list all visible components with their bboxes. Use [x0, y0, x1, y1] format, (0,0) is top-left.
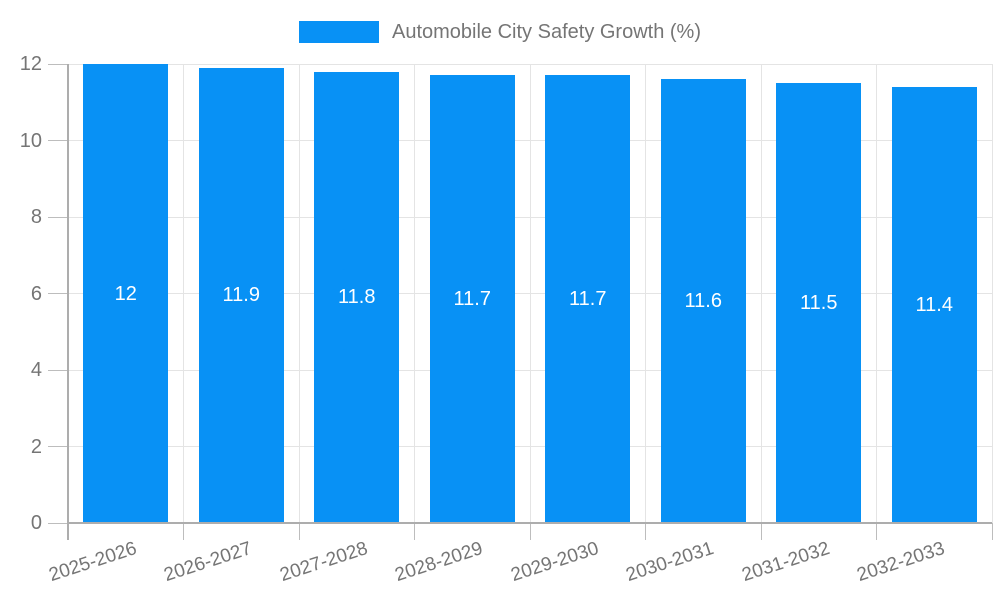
x-tick-label: 2026-2027 — [161, 538, 255, 587]
x-tick-label: 2030-2031 — [623, 538, 717, 587]
bar — [83, 64, 169, 523]
y-tick-mark — [48, 216, 68, 218]
bar-value-label: 11.4 — [915, 293, 953, 316]
v-gridline — [760, 64, 762, 523]
x-tick-label: 2025-2026 — [46, 538, 140, 587]
y-tick-mark — [48, 446, 68, 447]
y-tick-mark — [48, 369, 68, 371]
y-tick-label: 4 — [30, 359, 42, 381]
v-gridline — [183, 64, 184, 523]
x-tick-label: 2031-2032 — [739, 538, 833, 587]
v-gridline — [298, 64, 300, 523]
v-gridline — [529, 64, 531, 523]
x-tick-mark — [298, 523, 300, 540]
bar — [314, 71, 400, 523]
x-axis-line — [68, 522, 992, 524]
x-tick-mark — [183, 523, 184, 540]
bar-value-label: 12 — [114, 282, 137, 305]
bar-value-label: 11.7 — [453, 288, 491, 311]
bar-value-label: 11.6 — [684, 290, 722, 313]
y-tick-mark — [48, 522, 68, 524]
y-tick-mark — [48, 63, 68, 65]
x-tick-mark — [760, 523, 762, 540]
bar-value-label: 11.5 — [800, 292, 838, 315]
legend-swatch — [299, 21, 379, 43]
x-tick-label: 2032-2033 — [854, 538, 948, 587]
bar — [891, 86, 977, 523]
y-tick-label: 8 — [30, 206, 42, 228]
y-tick-label: 6 — [30, 282, 42, 305]
x-tick-mark — [991, 523, 993, 540]
v-gridline — [414, 64, 415, 523]
v-gridline — [645, 64, 646, 523]
y-tick-mark — [48, 293, 68, 294]
y-axis-line — [67, 64, 69, 540]
v-gridline — [876, 64, 877, 523]
bar-value-label: 11.8 — [338, 286, 376, 309]
bar — [429, 75, 515, 523]
bar — [545, 75, 631, 523]
bar — [198, 67, 284, 523]
y-tick-label: 12 — [19, 53, 42, 75]
legend[interactable]: Automobile City Safety Growth (%) — [0, 20, 1000, 44]
y-tick-mark — [48, 140, 68, 141]
x-tick-label: 2029-2030 — [508, 538, 602, 587]
x-tick-mark — [414, 523, 415, 540]
y-tick-label: 2 — [30, 435, 42, 458]
legend-label: Automobile City Safety Growth (%) — [392, 20, 701, 43]
x-tick-mark — [876, 523, 877, 540]
bar-value-label: 11.7 — [569, 288, 607, 311]
x-tick-label: 2027-2028 — [277, 538, 371, 587]
x-tick-mark — [529, 523, 531, 540]
y-tick-label: 0 — [30, 512, 42, 534]
bar — [660, 79, 746, 523]
v-gridline — [991, 64, 993, 523]
y-tick-label: 10 — [19, 129, 42, 152]
bar — [776, 83, 862, 523]
x-tick-mark — [645, 523, 646, 540]
x-tick-label: 2028-2029 — [392, 538, 486, 587]
bar-value-label: 11.9 — [222, 284, 260, 307]
